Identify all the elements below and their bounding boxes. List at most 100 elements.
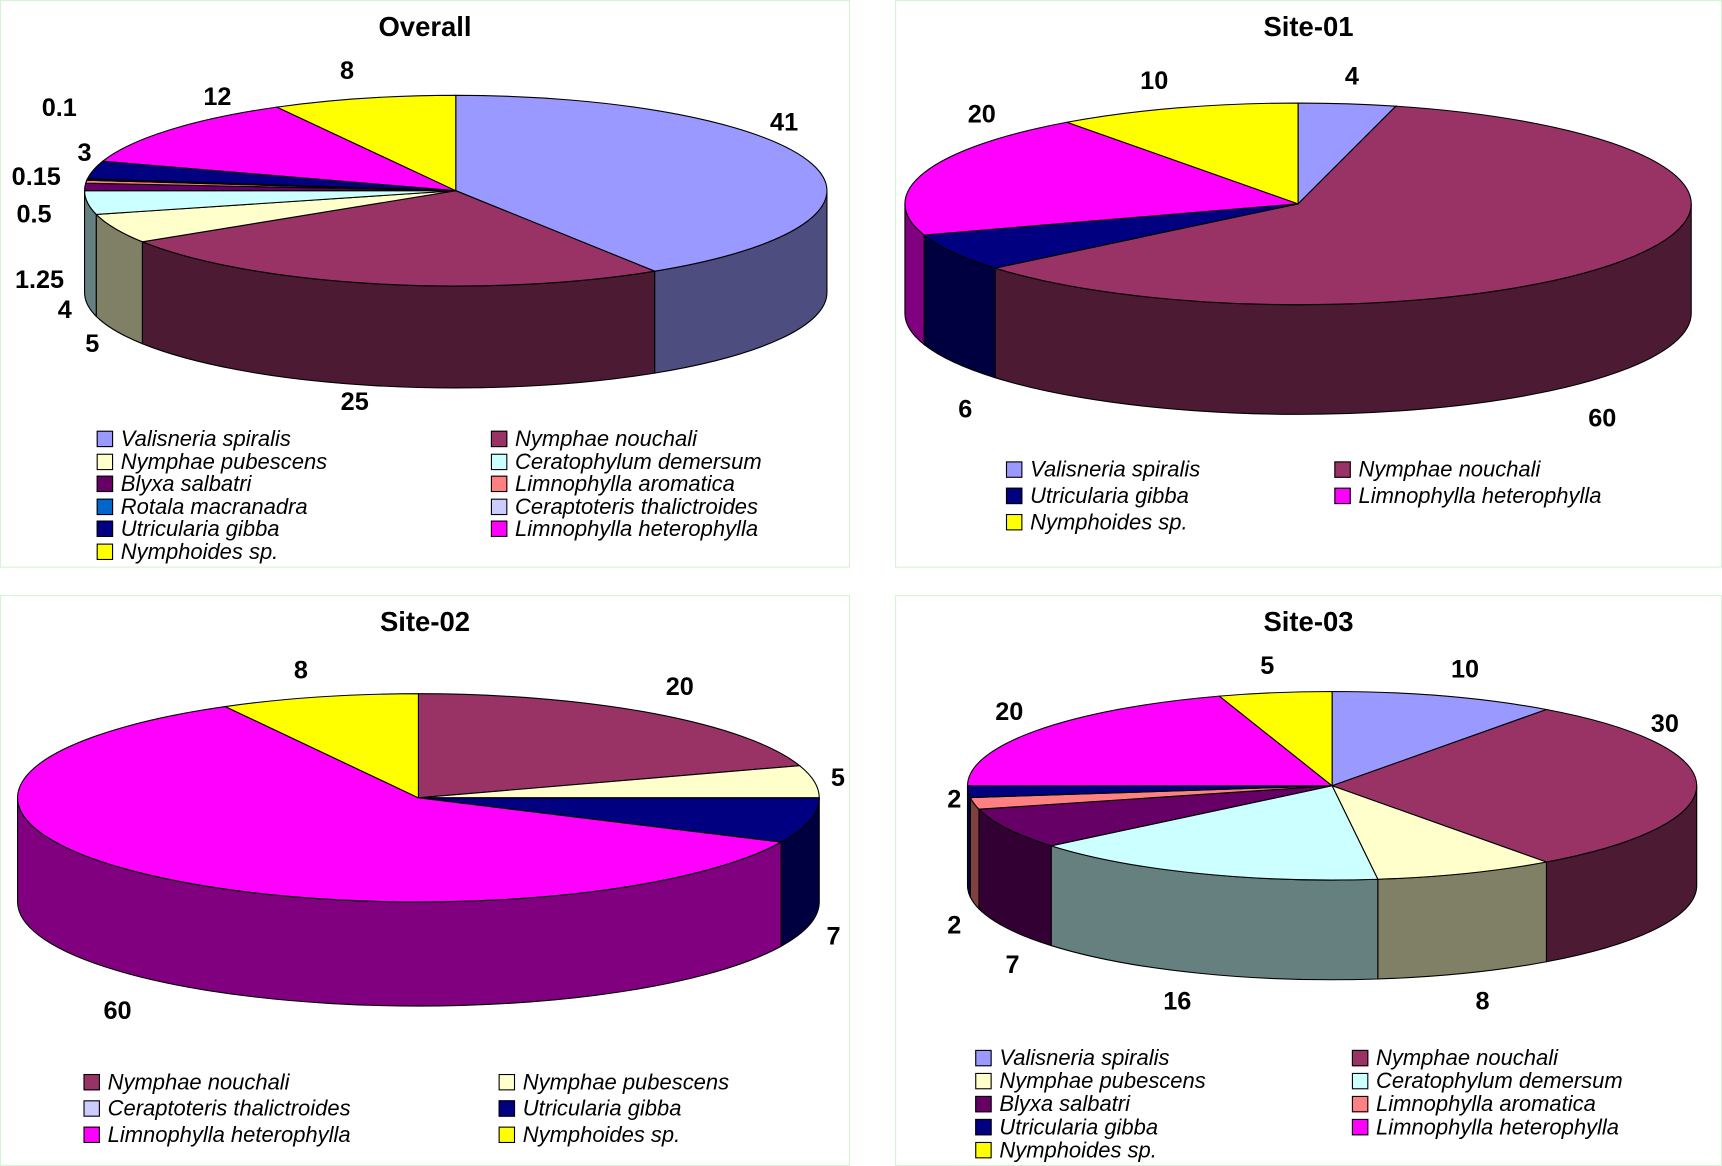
pie-slice-side-utricularia-gibba bbox=[966, 785, 971, 898]
legend-label: Limnophylla heterophylla bbox=[515, 517, 759, 542]
pie-slice-nymphae-nouchali[interactable] bbox=[417, 693, 802, 799]
legend-item: Limnophylla aromatica bbox=[1351, 1094, 1596, 1116]
legend-swatch bbox=[975, 1095, 992, 1113]
legend-swatch bbox=[498, 1126, 516, 1144]
legend-swatch bbox=[96, 543, 114, 560]
pie-chart: 20 5 7 60 8 bbox=[17, 656, 845, 1025]
legend-label: Nymphae pubescens bbox=[999, 1069, 1206, 1094]
legend-label: Nymphoides sp. bbox=[999, 1138, 1157, 1163]
pie-slice-limnophylla-heterophylla[interactable] bbox=[17, 706, 783, 903]
data-label: 5 bbox=[831, 764, 845, 792]
pie-slice-nymphae-nouchali[interactable] bbox=[992, 105, 1692, 306]
legend-swatch bbox=[490, 430, 508, 448]
pie-slice-nymphae-nouchali[interactable] bbox=[1330, 708, 1698, 863]
legend-item: Nymphae nouchali bbox=[490, 427, 697, 452]
legend-label: Rotala macranadra bbox=[120, 494, 308, 519]
chart-panel-site-01: Site-01 4 60 6 20 10 Valisneria spiralis Nympha… bbox=[895, 0, 1722, 568]
pie-slice-ceratophylum-demersum[interactable] bbox=[1049, 785, 1379, 881]
pie-slice-nymphoides-sp[interactable] bbox=[223, 693, 419, 799]
legend-item: Limnophylla heterophylla bbox=[1351, 1117, 1619, 1139]
legend-label: Ceratophylum demersum bbox=[515, 449, 762, 474]
legend-swatch bbox=[96, 498, 114, 515]
data-label: 1.25 bbox=[15, 266, 64, 294]
legend-label: Blyxa salbatri bbox=[120, 472, 252, 497]
legend-item: Utricularia gibba bbox=[96, 518, 280, 540]
data-label: 7 bbox=[1006, 951, 1020, 979]
legend-item: Nymphae nouchali bbox=[1351, 1048, 1558, 1070]
pie-slice-valisneria-spiralis[interactable] bbox=[455, 94, 828, 272]
legend-swatch bbox=[498, 1100, 516, 1117]
legend-swatch bbox=[96, 430, 114, 448]
legend-item: Limnophylla aromatica bbox=[490, 473, 735, 495]
data-label: 4 bbox=[1345, 62, 1359, 90]
data-label: 0.1 bbox=[42, 94, 77, 122]
pie-slice-limnophylla-heterophylla[interactable] bbox=[101, 106, 456, 192]
pie-slice-nymphoides-sp[interactable] bbox=[275, 94, 457, 192]
legend-swatch bbox=[490, 520, 508, 537]
pie-slice-nymphoides-sp[interactable] bbox=[1218, 690, 1333, 787]
chart-panel-site-03: Site-03 10 30 8 16 7 2 2 20 5 Valisneria spiralis N… bbox=[895, 595, 1722, 1166]
pie-chart: 10 30 8 16 7 2 2 20 5 bbox=[947, 652, 1698, 1015]
legend-label: Limnophylla heterophylla bbox=[1358, 484, 1602, 509]
legend-label: Utricularia gibba bbox=[999, 1115, 1159, 1140]
legend-label: Nymphae nouchali bbox=[107, 1070, 290, 1095]
legend-item: Valisneria spiralis bbox=[975, 1048, 1169, 1070]
pie-slice-blyxa-salbatri[interactable] bbox=[977, 785, 1333, 847]
legend-swatch bbox=[1351, 1049, 1369, 1067]
legend-item: Ceraptoteris thalictroides bbox=[83, 1098, 351, 1120]
legend-swatch bbox=[1005, 513, 1023, 531]
legend-label: Valisneria spiralis bbox=[1030, 458, 1201, 483]
pie-slice-nymphae-pubescens[interactable] bbox=[1331, 784, 1549, 880]
pie-slice-utricularia-gibba[interactable] bbox=[922, 203, 1299, 269]
legend-item: Nymphoides sp. bbox=[498, 1124, 680, 1146]
legend-swatch bbox=[490, 453, 508, 470]
data-label: 8 bbox=[340, 57, 354, 85]
data-label: 10 bbox=[1451, 655, 1479, 683]
pie-slice-limnophylla-heterophylla[interactable] bbox=[966, 695, 1334, 787]
chart-title: Site-01 bbox=[1263, 12, 1354, 43]
legend-item: Limnophylla heterophylla bbox=[490, 517, 759, 542]
legend-item: Nymphoides sp. bbox=[1005, 510, 1188, 535]
pie-slice-nymphae-nouchali[interactable] bbox=[140, 190, 657, 287]
legend-label: Nymphae pubescens bbox=[120, 449, 328, 474]
chart-panel-site-02: Site-02 20 5 7 60 8 Nymphae nouchali Nymphae pu… bbox=[0, 595, 851, 1166]
legend-item: Ceratophylum demersum bbox=[490, 449, 762, 474]
legend-label: Nymphae pubescens bbox=[522, 1070, 730, 1095]
legend-label: Nymphoides sp. bbox=[1030, 510, 1188, 535]
legend-label: Nymphae nouchali bbox=[515, 427, 697, 452]
legend-swatch bbox=[490, 475, 508, 493]
data-label: 12 bbox=[203, 83, 231, 111]
legend-swatch bbox=[83, 1126, 100, 1144]
legend-swatch bbox=[1351, 1118, 1369, 1136]
legend-swatch bbox=[1334, 487, 1351, 505]
pie-slice-utricularia-gibba[interactable] bbox=[418, 797, 820, 843]
legend-item: Nymphae nouchali bbox=[83, 1070, 290, 1095]
legend-swatch bbox=[490, 498, 508, 515]
legend-item: Blyxa salbatri bbox=[96, 472, 252, 497]
data-label: 3 bbox=[78, 139, 92, 167]
data-label: 20 bbox=[968, 101, 996, 129]
legend-label: Utricularia gibba bbox=[522, 1096, 682, 1122]
data-label: 20 bbox=[666, 673, 694, 701]
pie-chart: 41 25 541.25 0.5 0.15 0.13 12 8 bbox=[12, 57, 828, 416]
chart-title: Site-03 bbox=[1263, 607, 1354, 638]
data-label: 7 bbox=[827, 923, 841, 951]
data-label: 20 bbox=[995, 698, 1023, 726]
data-label: 8 bbox=[1476, 987, 1490, 1015]
legend-item: Limnophylla heterophylla bbox=[83, 1124, 351, 1146]
legend-item: Ceraptoteris thalictroides bbox=[490, 496, 758, 518]
legend-swatch bbox=[975, 1072, 992, 1090]
legend-item: Nymphae nouchali bbox=[1334, 459, 1540, 481]
data-label: 30 bbox=[1651, 710, 1679, 738]
legend-swatch bbox=[1351, 1095, 1369, 1113]
data-label: 2 bbox=[947, 912, 961, 940]
pie-slice-nymphoides-sp[interactable] bbox=[1064, 102, 1299, 205]
legend-swatch bbox=[1005, 487, 1023, 505]
legend-item: Utricularia gibba bbox=[975, 1117, 1158, 1139]
legend-item: Rotala macranadra bbox=[96, 494, 308, 519]
pie-slice-limnophylla-heterophylla[interactable] bbox=[904, 121, 1299, 236]
legend-swatch bbox=[975, 1141, 992, 1159]
data-label: 25 bbox=[341, 388, 369, 416]
pie-slice-valisneria-spiralis[interactable] bbox=[1331, 690, 1549, 787]
